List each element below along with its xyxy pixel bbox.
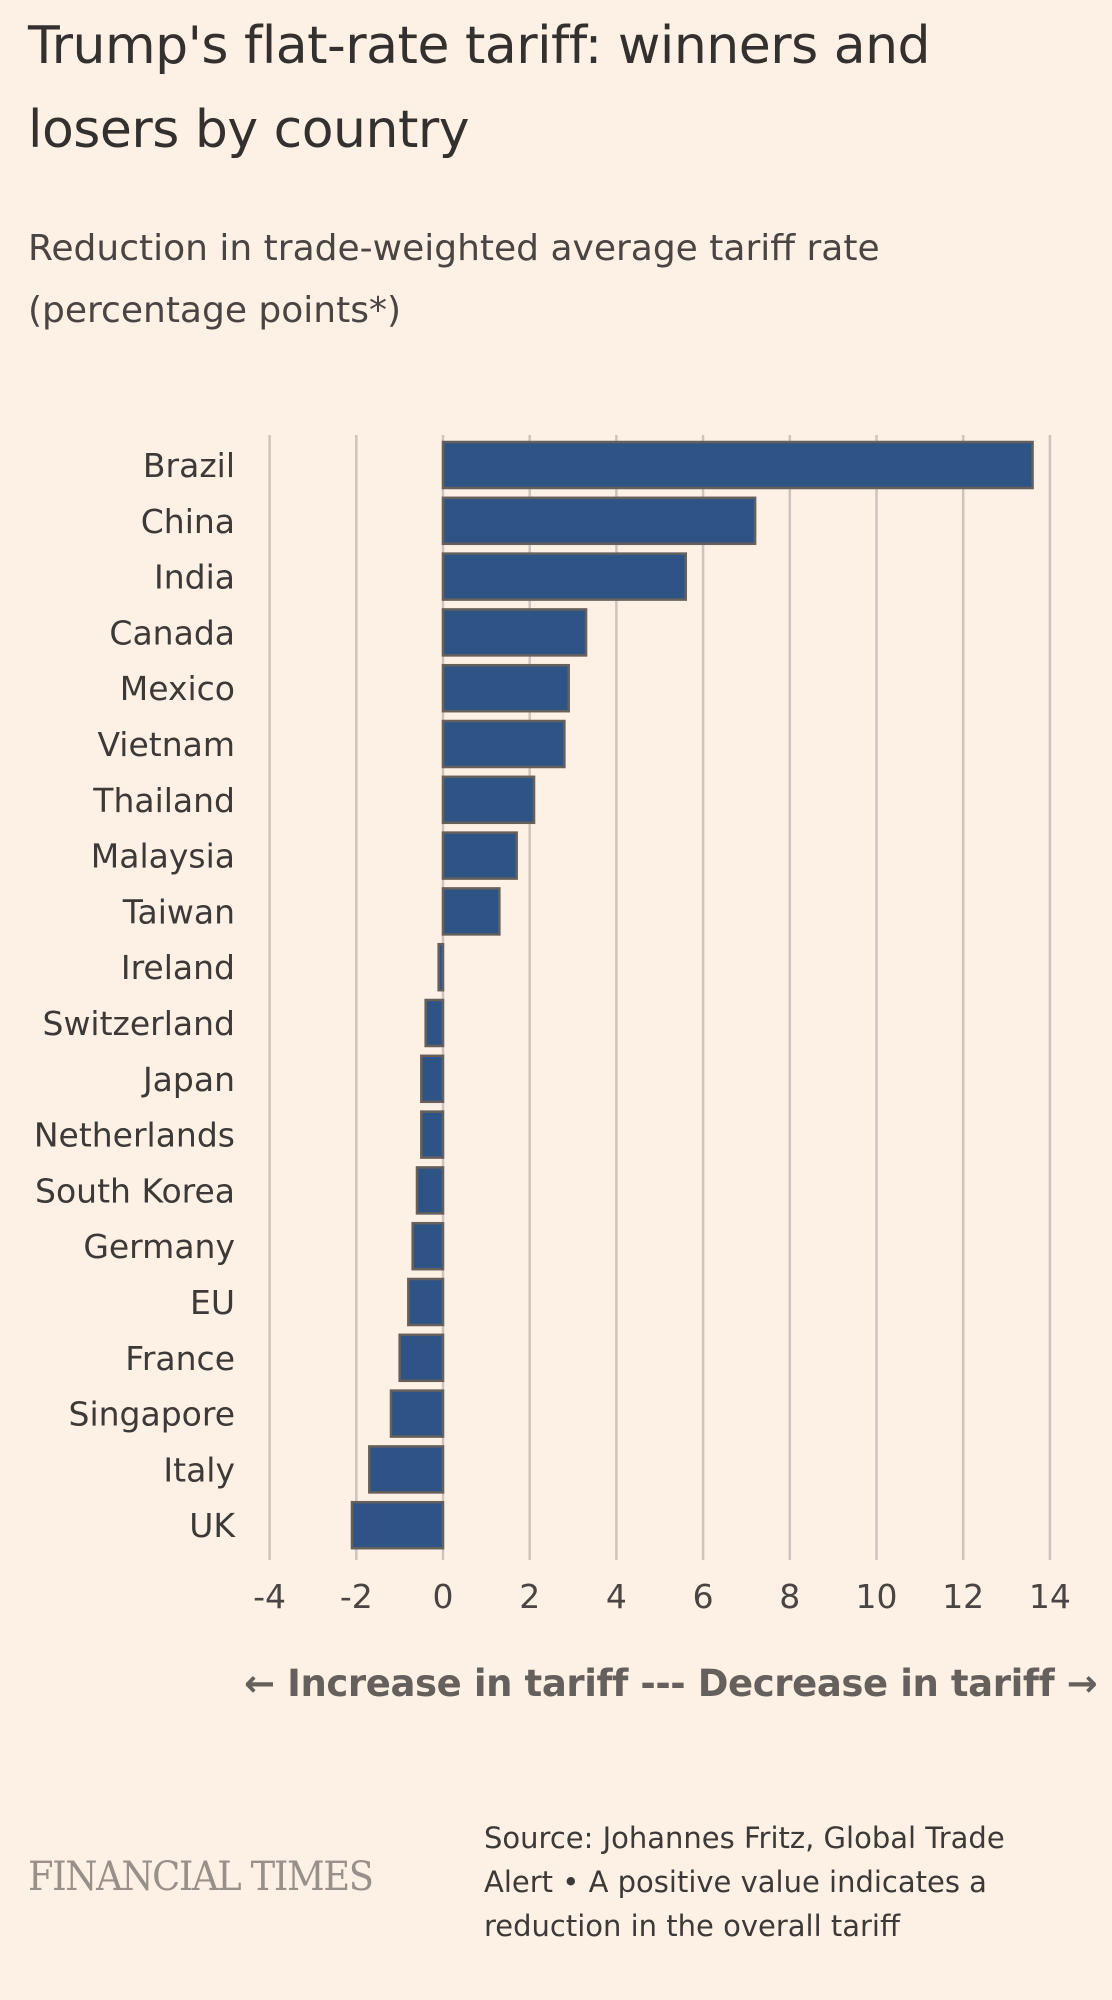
bar-chart: Brazil China India Canada Mexico Vietnam Thail… [34, 435, 1071, 1616]
category-labels: Brazil China India Canada Mexico Vietnam Thail… [34, 446, 237, 1545]
bar-india [441, 552, 688, 601]
x-axis-direction-label: ← Increase in tariff --- Decrease in tar… [244, 1662, 1098, 1705]
ft-logo: FINANCIAL TIMES [28, 1854, 374, 1900]
bar-vietnam [441, 719, 566, 769]
bar-singapore [389, 1389, 445, 1438]
category-label: Brazil [143, 446, 235, 485]
category-label: Vietnam [97, 725, 235, 764]
x-tick-label: 14 [1029, 1577, 1071, 1616]
category-label: France [125, 1339, 235, 1378]
bar-italy [368, 1445, 445, 1494]
x-tick-label: 8 [779, 1577, 800, 1616]
category-label: South Korea [35, 1171, 235, 1210]
category-label: Canada [109, 613, 235, 652]
category-label: India [154, 558, 235, 597]
category-label: China [141, 502, 235, 541]
category-label: EU [190, 1283, 235, 1322]
category-label: Italy [163, 1450, 235, 1489]
bar-ireland [437, 942, 445, 992]
x-tick-label: 2 [519, 1577, 540, 1616]
category-label: Singapore [69, 1395, 235, 1434]
category-label: Japan [141, 1060, 235, 1099]
category-label: Netherlands [34, 1116, 235, 1155]
category-label: Mexico [120, 669, 235, 708]
x-tick-label: 0 [433, 1577, 454, 1616]
x-tick-labels: -4 -2 0 2 4 6 8 10 12 14 [253, 1577, 1071, 1616]
bar-china [441, 496, 757, 546]
x-tick-label: -2 [340, 1577, 373, 1616]
category-label: Thailand [92, 781, 235, 820]
x-tick-label: 6 [693, 1577, 714, 1616]
source-note: Source: Johannes Fritz, Global Trade Ale… [484, 1821, 1005, 1943]
category-label: UK [189, 1506, 236, 1545]
category-label: Ireland [121, 948, 235, 987]
bar-taiwan [441, 887, 501, 936]
bar-switzerland [424, 998, 445, 1048]
bar-mexico [441, 663, 570, 713]
bar-thailand [441, 775, 536, 825]
bar-south-korea [415, 1166, 445, 1215]
bar-japan [420, 1054, 445, 1104]
x-tick-label: 10 [856, 1577, 898, 1616]
x-tick-label: 12 [942, 1577, 984, 1616]
bar-eu [407, 1277, 445, 1327]
bar-brazil [441, 440, 1034, 490]
gridlines [268, 435, 1052, 1560]
bar-canada [441, 608, 588, 657]
category-label: Switzerland [43, 1004, 236, 1043]
bars [350, 440, 1034, 1550]
chart-title: Trump's flat-rate tariff: winners and lo… [28, 16, 931, 160]
category-label: Germany [83, 1227, 235, 1266]
x-tick-label: 4 [606, 1577, 627, 1616]
bar-uk [350, 1500, 445, 1550]
category-label: Taiwan [122, 892, 235, 931]
bar-netherlands [420, 1110, 445, 1159]
chart-subtitle: Reduction in trade-weighted average tari… [28, 228, 880, 331]
bar-france [398, 1333, 445, 1383]
bar-germany [411, 1221, 445, 1271]
x-tick-label: -4 [253, 1577, 286, 1616]
category-label: Malaysia [91, 837, 235, 876]
bar-malaysia [441, 831, 518, 880]
